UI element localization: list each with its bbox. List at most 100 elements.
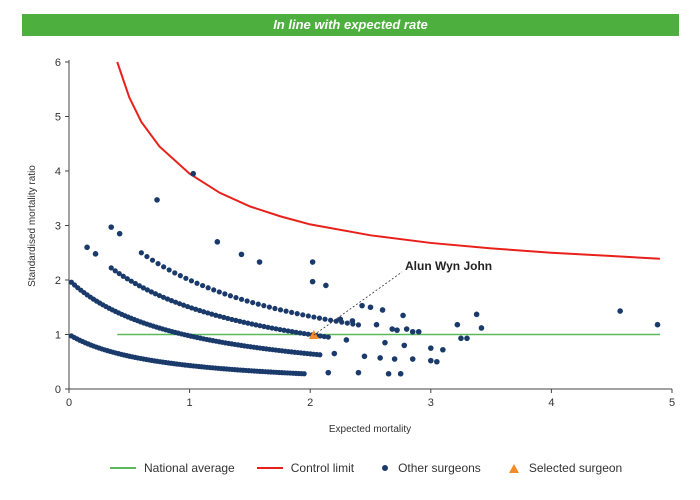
other-surgeon-point [458, 335, 464, 342]
other-surgeon-point [297, 330, 303, 336]
other-surgeon-point [176, 301, 183, 307]
control-limit-line [116, 61, 660, 260]
other-surgeon-point [245, 320, 251, 326]
other-surgeon-point [403, 326, 410, 332]
other-surgeon-point [377, 355, 383, 361]
other-surgeon-point [257, 323, 263, 329]
dot-icon [382, 465, 389, 471]
other-surgeon-point [401, 342, 408, 349]
other-surgeon-point [328, 317, 334, 323]
other-surgeon-point [225, 315, 231, 322]
other-surgeon-point [269, 325, 275, 331]
other-surgeon-point [309, 259, 316, 265]
y-tick-label: 3 [55, 221, 61, 233]
other-surgeon-point [237, 318, 243, 324]
x-tick-label: 2 [307, 397, 313, 409]
y-tick-label: 2 [55, 275, 61, 287]
other-surgeon-point [379, 307, 386, 313]
other-surgeon-point [293, 329, 299, 335]
other-surgeon-point [148, 289, 155, 295]
other-surgeon-point [250, 299, 256, 306]
x-tick-label: 5 [669, 397, 675, 409]
other-surgeon-point [92, 251, 99, 257]
other-surgeon-point [188, 278, 195, 284]
other-surgeon-point [305, 313, 311, 319]
other-surgeon-point [213, 312, 219, 318]
other-surgeon-point [244, 298, 250, 304]
triangle-icon [508, 463, 519, 473]
other-surgeon-point [305, 331, 311, 337]
other-surgeon-point [120, 273, 126, 279]
other-surgeon-point [184, 303, 191, 310]
x-tick-label: 3 [428, 397, 434, 409]
other-surgeon-point [355, 369, 362, 376]
other-surgeon-point [255, 301, 261, 307]
other-surgeon-point [283, 308, 289, 314]
other-surgeon-point [400, 312, 406, 319]
other-surgeon-point [325, 369, 332, 376]
other-surgeon-point [440, 346, 446, 353]
other-surgeon-point [281, 327, 287, 333]
plot-marks [68, 61, 661, 377]
other-surgeon-point [136, 283, 142, 289]
other-surgeon-point [172, 299, 179, 305]
other-surgeon-point [149, 257, 156, 263]
other-surgeon-point [266, 304, 272, 310]
other-surgeon-point [389, 326, 396, 332]
other-surgeon-point [289, 329, 295, 335]
other-surgeon-point [177, 273, 183, 279]
other-surgeon-point [322, 316, 328, 322]
other-surgeon-point [285, 328, 291, 334]
other-surgeon-point [227, 293, 234, 299]
other-surgeon-point [160, 294, 167, 300]
other-surgeon-point [289, 309, 295, 316]
other-surgeon-point [300, 312, 306, 318]
other-surgeon-point [397, 370, 404, 377]
other-surgeon-point [154, 197, 160, 203]
other-surgeon-point [128, 278, 134, 284]
other-surgeon-point [116, 230, 123, 237]
other-surgeon-point [164, 296, 171, 302]
other-surgeon-point [316, 315, 323, 321]
other-surgeon-point [409, 356, 416, 362]
other-surgeon-point [229, 316, 235, 323]
y-axis-label: Standardised mortality ratio [27, 165, 38, 287]
other-surgeon-point [124, 276, 130, 282]
other-surgeon-point [238, 251, 245, 258]
other-surgeon-point [152, 291, 159, 297]
legend: National average Control limit Other sur… [110, 458, 680, 478]
other-surgeon-point [193, 306, 199, 312]
other-surgeon-point [261, 323, 267, 330]
other-surgeon-point [108, 265, 114, 271]
other-surgeon-point [478, 325, 485, 331]
other-surgeon-point [394, 327, 400, 333]
other-surgeon-point [190, 170, 197, 177]
other-surgeon-point [108, 224, 115, 230]
y-tick-label: 6 [55, 57, 61, 69]
other-surgeon-point [216, 289, 222, 295]
other-surgeon-point [373, 321, 380, 328]
other-surgeon-point [344, 320, 350, 326]
x-tick-label: 4 [548, 397, 554, 409]
other-surgeon-point [222, 291, 228, 297]
other-surgeon-point [301, 330, 307, 337]
other-surgeon-point [391, 356, 398, 362]
other-surgeon-point [144, 287, 150, 293]
legend-line-swatch [110, 467, 136, 469]
other-surgeon-point [409, 328, 416, 335]
other-surgeon-point [205, 310, 211, 316]
legend-label: National average [144, 461, 235, 475]
legend-label: Control limit [290, 461, 355, 475]
other-surgeon-point [209, 311, 215, 317]
other-surgeon-point [217, 313, 223, 319]
other-surgeon-point [428, 357, 434, 364]
other-surgeon-point [301, 371, 307, 377]
other-surgeon-point [321, 333, 327, 340]
y-tick-label: 4 [55, 166, 61, 178]
y-tick-label: 0 [55, 384, 61, 396]
legend-item-other-surgeons: Other surgeons [376, 461, 481, 475]
other-surgeon-point [253, 322, 259, 328]
legend-item-selected-surgeon: Selected surgeon [503, 461, 622, 475]
other-surgeon-point [272, 305, 278, 312]
other-surgeon-point [156, 292, 163, 299]
